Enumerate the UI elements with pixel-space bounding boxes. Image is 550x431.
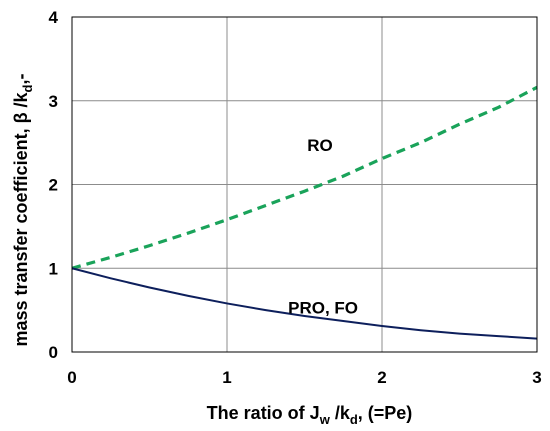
plot-frame [71,16,538,353]
y-tick-label-0: 0 [49,343,58,362]
x-tick-label-3: 3 [532,368,541,387]
x-tick-label-0: 0 [67,368,76,387]
x-axis-title-sub-w: w [319,412,331,427]
y-axis-title-sub-d: d [20,84,35,92]
x-tick-labels: 0 1 2 3 [67,368,541,387]
y-tick-label-1: 1 [49,259,58,278]
x-axis-title: The ratio of Jw /kd, (=Pe) [207,403,413,427]
y-axis-title: mass transfer coefficient, β /kd,- [11,73,35,346]
x-axis-title-part-1: The ratio of J [207,403,320,423]
y-tick-label-3: 3 [49,92,58,111]
series-line-ro [71,85,538,270]
series-layer [71,85,538,340]
x-axis-title-part-2: /k [330,403,351,423]
x-axis-title-part-3: , (=Pe) [358,403,413,423]
x-tick-label-2: 2 [377,368,386,387]
y-tick-label-2: 2 [49,176,58,195]
y-tick-label-4: 4 [49,8,59,27]
series-line-pro-fo [71,267,538,340]
y-axis-title-part-1: mass transfer coefficient, β /k [11,91,31,346]
series-label-ro: RO [307,136,333,155]
x-tick-label-1: 1 [222,368,231,387]
series-label-pro-fo: PRO, FO [288,298,358,317]
y-tick-labels: 0 1 2 3 4 [49,8,59,362]
y-axis-title-part-2: ,- [11,73,31,84]
x-axis-title-sub-d: d [350,412,358,427]
